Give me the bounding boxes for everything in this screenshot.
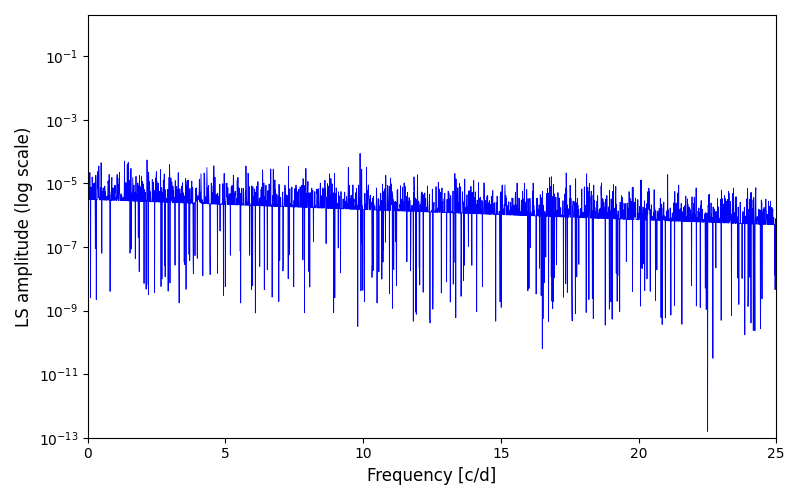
Y-axis label: LS amplitude (log scale): LS amplitude (log scale) xyxy=(15,126,33,326)
X-axis label: Frequency [c/d]: Frequency [c/d] xyxy=(367,467,497,485)
